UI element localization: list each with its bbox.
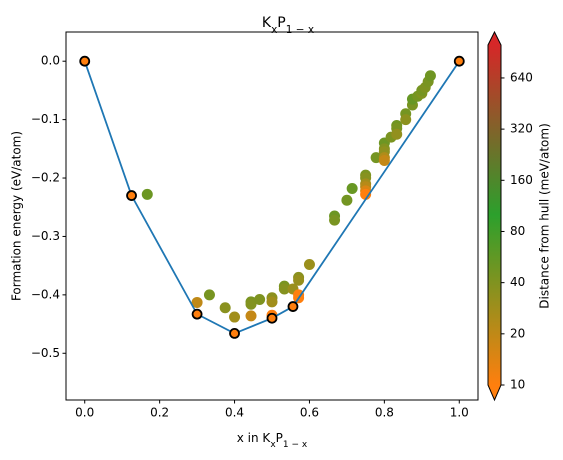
hull-point <box>126 190 137 201</box>
text-part: P <box>277 15 285 31</box>
hull-point <box>453 55 465 67</box>
text-part: x in K <box>237 431 272 445</box>
colorbar-tick-label: 10 <box>510 378 525 392</box>
colorbar-label: Distance from hull (meV/atom) <box>538 123 552 309</box>
scatter-point <box>341 194 353 206</box>
text-part: 1 − x <box>283 440 308 450</box>
colorbar-tick-label: 320 <box>510 122 533 136</box>
x-tick-label: 0.6 <box>300 406 319 420</box>
hull-point <box>229 328 240 339</box>
scatter-point <box>391 128 403 140</box>
hull-point <box>266 312 278 324</box>
y-axis-label: Formation energy (eV/atom) <box>10 131 24 301</box>
x-tick-label: 0.0 <box>75 406 94 420</box>
colorbar-tick-label: 20 <box>510 326 525 340</box>
text-part: x <box>270 440 276 450</box>
scatter-point <box>378 155 390 167</box>
colorbar-tick-label: 160 <box>510 173 533 187</box>
y-tick-label: −0.4 <box>31 287 60 301</box>
scatter-point <box>266 296 278 308</box>
y-tick-label: −0.1 <box>31 112 60 126</box>
text-part: P <box>276 431 283 445</box>
plot-frame <box>65 31 479 401</box>
scatter-point <box>254 294 266 306</box>
scatter-point <box>191 296 203 308</box>
y-tick-label: 0.0 <box>41 54 60 68</box>
x-tick-label: 0.8 <box>375 406 394 420</box>
scatter-point <box>245 298 257 310</box>
scatter-point <box>346 183 358 195</box>
colorbar-tick-label: 640 <box>510 70 533 84</box>
colorbar <box>488 45 501 385</box>
colorbar-extend-top <box>488 32 501 45</box>
scatter-point <box>400 114 412 126</box>
hull-point <box>287 301 299 312</box>
colorbar-tick-label: 40 <box>510 275 525 289</box>
x-tick-label: 0.4 <box>225 406 244 420</box>
hull-point <box>191 308 203 320</box>
colorbar-extend-bottom <box>488 385 501 400</box>
scatter-point <box>360 188 372 200</box>
x-tick-label: 0.2 <box>150 406 169 420</box>
y-tick-label: −0.2 <box>31 171 60 185</box>
scatter-point <box>278 283 290 295</box>
x-tick-label: 1.0 <box>450 406 469 420</box>
text-part: K <box>262 15 272 31</box>
chart-title: KxP1 − x <box>262 15 314 36</box>
y-tick-label: −0.5 <box>31 346 60 360</box>
y-tick-label: −0.3 <box>31 229 60 243</box>
scatter-point <box>245 310 257 322</box>
scatter-point <box>303 258 315 270</box>
scatter-point <box>424 70 436 82</box>
colorbar-tick-label: 80 <box>510 224 525 238</box>
scatter-point <box>229 311 241 323</box>
scatter-point <box>293 274 305 286</box>
x-axis-label: x in KxP1 − x <box>237 431 308 450</box>
scatter-point <box>329 214 341 226</box>
hull-point <box>79 55 91 67</box>
text-part: 1 − x <box>286 24 314 36</box>
scatter-point <box>219 302 231 314</box>
text-part: x <box>271 24 277 36</box>
scatter-point <box>141 188 153 200</box>
scatter-point <box>203 289 215 301</box>
